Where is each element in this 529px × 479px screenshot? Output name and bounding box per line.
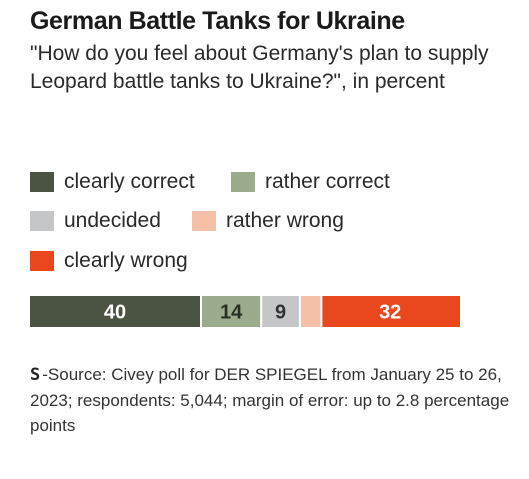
stacked-bar-chart: 40 14 9 32 — [30, 296, 460, 327]
bar-label-clearly-wrong: 32 — [379, 302, 401, 324]
bar-label-undecided: 9 — [275, 302, 286, 324]
legend-label-rather-correct: rather correct — [265, 170, 390, 193]
legend-item-clearly-correct: clearly correct — [30, 169, 195, 195]
legend-label-undecided: undecided — [64, 209, 161, 232]
bar-segment-clearly-correct — [30, 296, 200, 327]
legend-label-clearly-correct: clearly correct — [64, 170, 195, 193]
legend-label-rather-wrong: rather wrong — [226, 209, 344, 232]
legend-item-undecided: undecided — [30, 208, 161, 234]
legend-swatch-rather-correct — [231, 172, 255, 192]
chart-subtitle: "How do you feel about Germany's plan to… — [30, 42, 489, 93]
legend-swatch-undecided — [30, 211, 54, 231]
legend-label-clearly-wrong: clearly wrong — [64, 249, 188, 272]
chart-title: German Battle Tanks for Ukraine — [30, 7, 405, 35]
bar-label-rather-correct: 14 — [220, 302, 243, 324]
legend-swatch-clearly-wrong — [30, 251, 54, 271]
legend-item-clearly-wrong: clearly wrong — [30, 248, 188, 274]
bar-segment-rather-correct — [202, 296, 261, 327]
spiegel-logo-icon: S — [30, 365, 41, 385]
legend-item-rather-wrong: rather wrong — [192, 208, 344, 234]
bar-label-clearly-correct: 40 — [104, 302, 126, 324]
legend-item-rather-correct: rather correct — [231, 169, 390, 195]
legend-swatch-rather-wrong — [192, 211, 216, 231]
source-note: S -Source: Civey poll for DER SPIEGEL fro… — [30, 362, 510, 438]
bar-segment-rather-wrong — [300, 296, 321, 327]
legend-swatch-clearly-correct — [30, 172, 54, 192]
bar-segment-clearly-wrong — [322, 296, 460, 327]
source-text: -Source: Civey poll for DER SPIEGEL from… — [30, 365, 510, 435]
bar-segment-undecided — [262, 296, 299, 327]
